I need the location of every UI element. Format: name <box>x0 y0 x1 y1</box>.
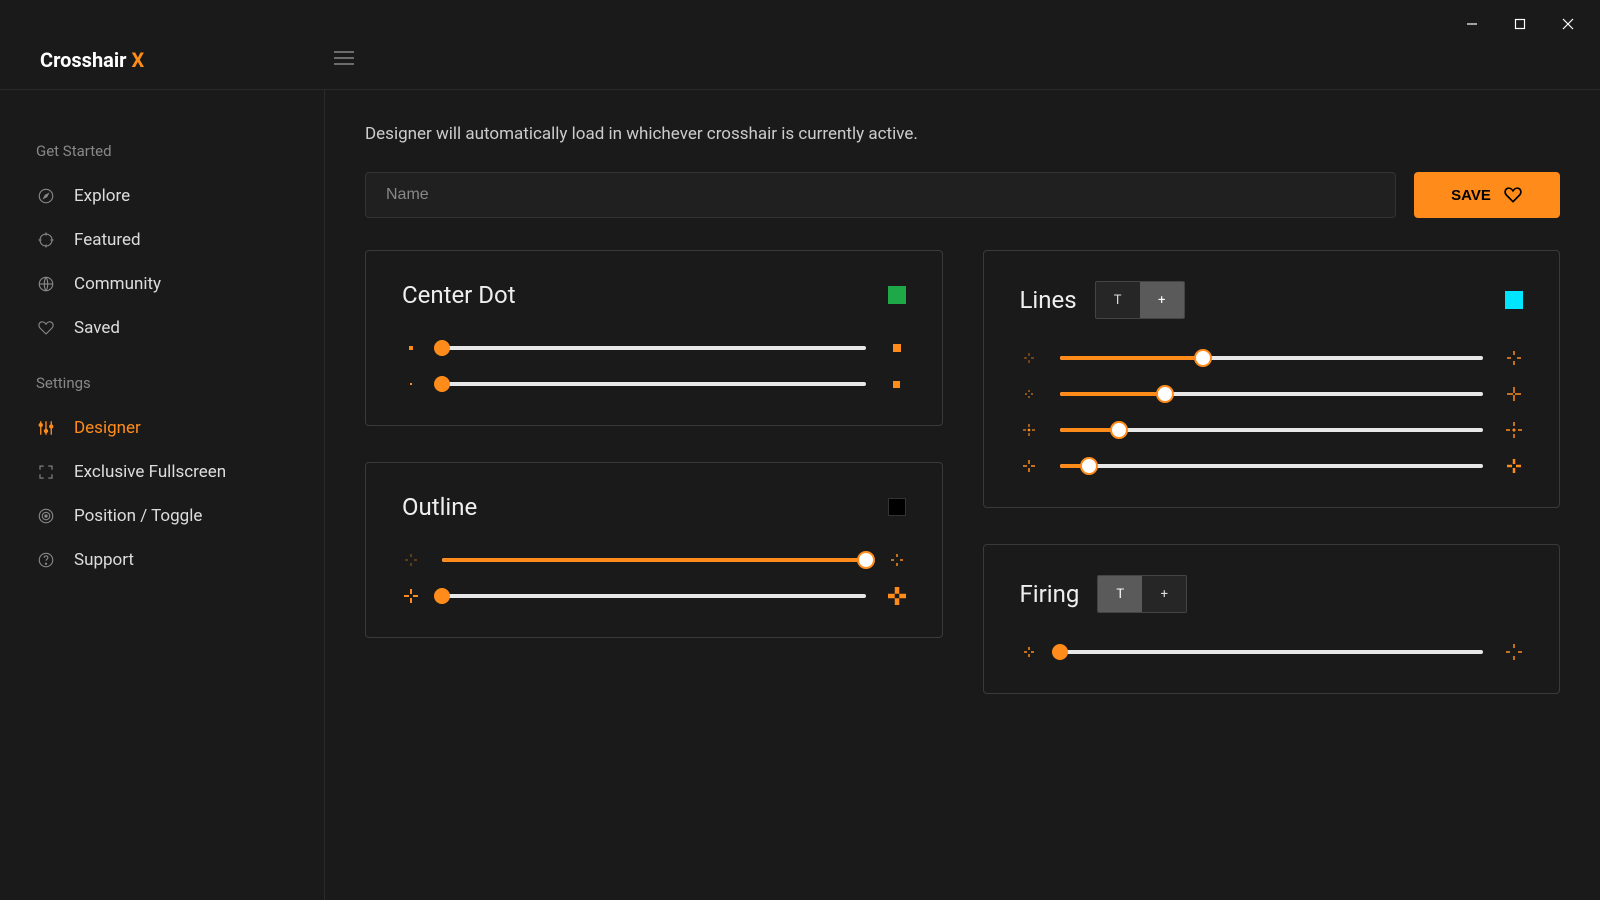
cross-thick-icon <box>888 587 906 605</box>
sidebar-item-fullscreen[interactable]: Exclusive Fullscreen <box>36 450 324 494</box>
cross-thin-icon <box>402 587 420 605</box>
sidebar-item-label: Saved <box>74 318 120 338</box>
sidebar-item-label: Explore <box>74 186 130 206</box>
help-icon <box>36 550 56 570</box>
target-icon <box>36 506 56 526</box>
panel-outline: Outline <box>365 462 943 638</box>
menu-toggle-button[interactable] <box>334 50 354 69</box>
sidebar-item-label: Community <box>74 274 161 294</box>
toggle-t-shape[interactable]: T <box>1096 282 1140 318</box>
sidebar-item-saved[interactable]: Saved <box>36 306 324 350</box>
slider-outline-thickness[interactable] <box>402 587 906 605</box>
color-swatch-outline[interactable] <box>888 498 906 516</box>
panel-lines: Lines T + <box>983 250 1561 508</box>
cross-icon <box>1020 643 1038 661</box>
window-close-button[interactable] <box>1544 0 1592 48</box>
slider-lines-2[interactable] <box>1020 385 1524 403</box>
cross-bright-icon <box>888 551 906 569</box>
crosshair-name-input[interactable] <box>365 172 1396 218</box>
color-swatch-lines[interactable] <box>1505 291 1523 309</box>
page-description: Designer will automatically load in whic… <box>365 124 1560 144</box>
window-titlebar <box>0 0 1600 48</box>
save-button[interactable]: SAVE <box>1414 172 1560 218</box>
cross-icon <box>1020 457 1038 475</box>
dot-tiny-icon <box>402 375 420 393</box>
sidebar-item-support[interactable]: Support <box>36 538 324 582</box>
sidebar-item-featured[interactable]: Featured <box>36 218 324 262</box>
panel-title: Lines <box>1020 286 1077 314</box>
panel-title: Center Dot <box>402 281 516 309</box>
heart-icon <box>36 318 56 338</box>
lines-shape-toggle: T + <box>1095 281 1185 319</box>
crosshair-icon <box>36 230 56 250</box>
slider-center-dot-opacity[interactable] <box>402 375 906 393</box>
cross-icon <box>1505 385 1523 403</box>
fullscreen-icon <box>36 462 56 482</box>
slider-center-dot-size[interactable] <box>402 339 906 357</box>
cross-icon <box>1505 457 1523 475</box>
panel-title: Outline <box>402 493 477 521</box>
cross-icon <box>1505 421 1523 439</box>
app-header: Crosshair X <box>0 48 1600 90</box>
sidebar-section-settings: Settings <box>36 374 324 392</box>
heart-icon <box>1503 185 1523 205</box>
toggle-t-shape[interactable]: T <box>1098 576 1142 612</box>
sliders-icon <box>36 418 56 438</box>
color-swatch-center-dot[interactable] <box>888 286 906 304</box>
cross-icon <box>1020 349 1038 367</box>
cross-icon <box>1020 385 1038 403</box>
main-content: Designer will automatically load in whic… <box>325 90 1600 900</box>
panel-center-dot: Center Dot <box>365 250 943 426</box>
toggle-plus-shape[interactable]: + <box>1142 576 1186 612</box>
save-button-label: SAVE <box>1451 187 1491 204</box>
slider-outline-opacity[interactable] <box>402 551 906 569</box>
slider-firing-1[interactable] <box>1020 643 1524 661</box>
globe-icon <box>36 274 56 294</box>
slider-lines-1[interactable] <box>1020 349 1524 367</box>
panel-firing: Firing T + <box>983 544 1561 694</box>
slider-lines-3[interactable] <box>1020 421 1524 439</box>
sidebar-item-position[interactable]: Position / Toggle <box>36 494 324 538</box>
toggle-plus-shape[interactable]: + <box>1140 282 1184 318</box>
sidebar-item-label: Featured <box>74 230 141 250</box>
sidebar-section-get-started: Get Started <box>36 142 324 160</box>
sidebar-item-label: Designer <box>74 418 141 438</box>
name-save-row: SAVE <box>365 172 1560 218</box>
cross-icon <box>1020 421 1038 439</box>
logo-x: X <box>126 48 144 72</box>
window-maximize-button[interactable] <box>1496 0 1544 48</box>
sidebar-item-label: Position / Toggle <box>74 506 202 526</box>
firing-shape-toggle: T + <box>1097 575 1187 613</box>
sidebar-item-community[interactable]: Community <box>36 262 324 306</box>
cross-icon <box>1505 349 1523 367</box>
compass-icon <box>36 186 56 206</box>
dot-small-icon <box>402 339 420 357</box>
sidebar-item-label: Exclusive Fullscreen <box>74 462 226 482</box>
sidebar-item-explore[interactable]: Explore <box>36 174 324 218</box>
cross-icon <box>1505 643 1523 661</box>
window-minimize-button[interactable] <box>1448 0 1496 48</box>
panel-title: Firing <box>1020 580 1080 608</box>
sidebar: Get Started Explore Featured Community S… <box>0 90 325 900</box>
dot-large-icon <box>888 339 906 357</box>
app-logo: Crosshair X <box>40 48 144 72</box>
sidebar-item-label: Support <box>74 550 134 570</box>
logo-text: Crosshair <box>40 48 126 72</box>
dot-med-icon <box>888 375 906 393</box>
cross-dim-icon <box>402 551 420 569</box>
slider-lines-4[interactable] <box>1020 457 1524 475</box>
sidebar-item-designer[interactable]: Designer <box>36 406 324 450</box>
